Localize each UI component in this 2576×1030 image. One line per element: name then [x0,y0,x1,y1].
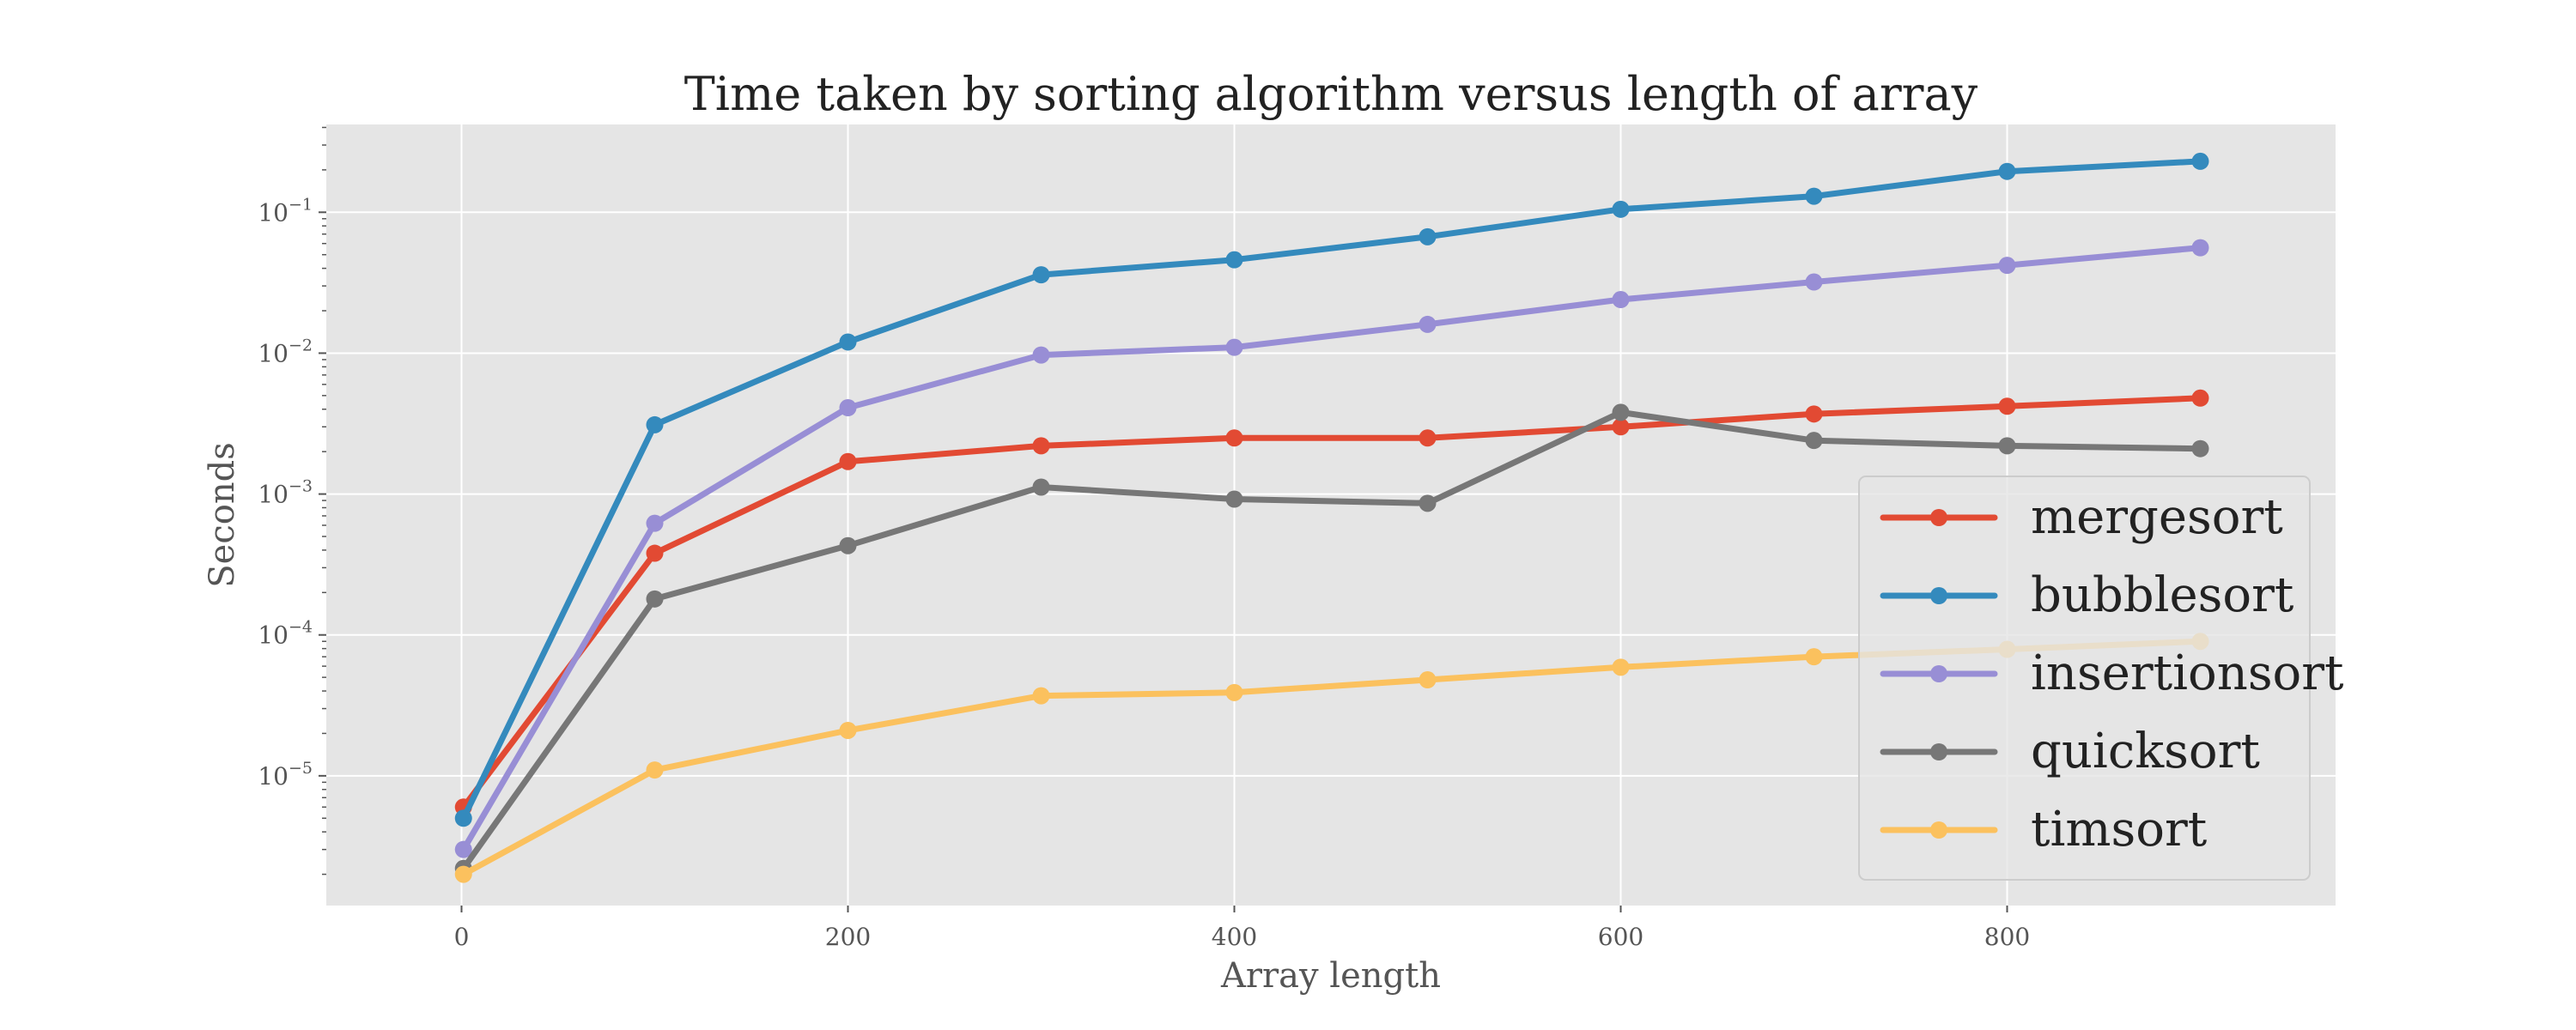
y-tick-exponent: −5 [289,759,313,778]
y-tick-base: 10 [258,762,289,791]
data-point [839,398,857,416]
data-point [1032,266,1050,284]
x-tick-label: 600 [1598,923,1643,951]
data-point [1032,687,1050,705]
data-point [1032,478,1050,496]
x-tick-label: 800 [1984,923,2030,951]
data-point [2191,152,2209,170]
data-point [1612,291,1630,309]
data-point [1419,315,1437,333]
data-point [1225,490,1243,508]
legend-marker [1930,743,1947,760]
data-point [1998,437,2016,455]
y-tick-label: 10−3 [258,477,313,509]
data-point [1998,397,2016,415]
data-point [1225,338,1243,356]
data-point [1225,251,1243,269]
series-mergesort [454,389,2209,816]
data-point [1419,494,1437,512]
data-point [2191,389,2209,407]
data-point [1032,437,1050,455]
data-point [1805,187,1823,205]
y-tick-label: 10−4 [258,618,313,650]
series-line [460,395,2203,810]
data-point [2191,439,2209,457]
series-line [460,409,2203,872]
series-lines [454,152,2209,883]
data-point [1419,671,1437,689]
legend-label: timsort [2031,802,2208,857]
data-point [839,721,857,739]
legend-label: quicksort [2031,724,2260,779]
series-insertionsort [454,239,2209,858]
legend-marker [1930,821,1947,839]
data-point [1805,432,1823,450]
x-tick-label: 400 [1212,923,1257,951]
data-point [1805,273,1823,291]
series-line [460,158,2203,821]
chart-title: Time taken by sorting algorithm versus l… [684,67,1978,121]
data-point [454,809,472,827]
data-point [1032,346,1050,364]
data-point [454,840,472,858]
data-point [2191,239,2209,257]
data-point [646,761,664,779]
data-point [1998,257,2016,275]
data-point [1225,429,1243,447]
legend-label: bubblesort [2031,567,2294,623]
data-point [1805,405,1823,423]
data-point [646,514,664,532]
legend-label: mergesort [2031,489,2283,545]
data-point [1419,227,1437,245]
y-tick-exponent: −4 [289,618,313,637]
y-tick-exponent: −3 [289,477,313,496]
data-point [839,536,857,554]
legend-marker [1930,665,1947,682]
data-point [1998,162,2016,180]
series-bubblesort [454,152,2209,827]
legend-marker [1930,587,1947,604]
series-quicksort [454,403,2209,877]
data-point [1612,658,1630,676]
data-point [1612,200,1630,218]
series-line [460,245,2203,853]
y-tick-label: 10−2 [258,336,313,367]
y-tick-label: 10−5 [258,759,313,791]
legend-marker [1930,509,1947,526]
y-tick-base: 10 [258,481,289,509]
data-point [646,415,664,433]
data-point [454,865,472,883]
legend-label: insertionsort [2031,645,2344,701]
data-point [1612,418,1630,436]
data-point [1612,403,1630,421]
data-point [646,590,664,608]
data-point [839,452,857,470]
x-tick-label: 0 [454,923,470,951]
x-axis-label: Array length [1220,956,1441,996]
data-point [839,333,857,351]
data-point [1419,429,1437,447]
data-point [1225,683,1243,701]
y-tick-base: 10 [258,198,289,227]
legend-box [1858,476,2311,881]
legend: mergesort bubblesort insertionsort quicksor… [1858,476,2344,881]
y-tick-label: 10−1 [258,195,313,227]
data-point [1805,648,1823,666]
data-point [646,544,664,562]
y-tick-exponent: −1 [289,195,313,214]
y-tick-base: 10 [258,621,289,650]
y-axis-label: Seconds [203,442,242,587]
y-tick-base: 10 [258,339,289,367]
x-tick-label: 200 [825,923,871,951]
y-tick-exponent: −2 [289,336,313,354]
